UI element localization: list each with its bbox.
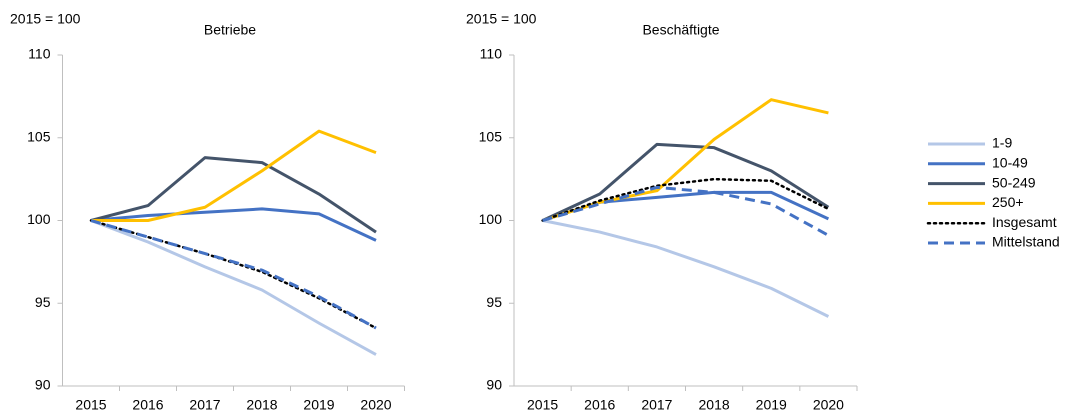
legend-label: 1-9 [992, 135, 1012, 151]
legend-label: Insgesamt [992, 214, 1057, 230]
series-line: 1-9 [542, 219, 830, 318]
x-tick-label: 2020 [360, 397, 391, 412]
legend-label: 10-49 [992, 155, 1028, 171]
x-tick-label: 2019 [303, 397, 334, 412]
y-tick-label: 105 [479, 128, 503, 144]
chart-title: Beschäftigte [642, 22, 719, 38]
series-line: Mittelstand [542, 185, 830, 237]
series-line: 50-249 [541, 142, 830, 222]
x-tick-label: 2017 [641, 397, 672, 412]
y-axis-label: 2015 = 100 [466, 11, 537, 27]
y-tick-label: 100 [27, 211, 51, 227]
x-tick-label: 2018 [699, 397, 730, 412]
x-tick-label: 2020 [813, 397, 844, 412]
series-line: 250+ [91, 129, 377, 222]
chart-title: Betriebe [204, 22, 256, 38]
series-line: Mittelstand [90, 219, 377, 330]
legend-label: 50-249 [992, 174, 1036, 190]
y-tick-label: 95 [35, 294, 51, 310]
y-tick-label: 110 [28, 46, 51, 62]
x-tick-label: 2015 [527, 397, 558, 412]
legend-label: Mittelstand [992, 234, 1060, 250]
y-tick-label: 95 [486, 294, 502, 310]
series-line: 250+ [542, 98, 829, 222]
x-tick-label: 2019 [756, 397, 787, 412]
series-line: 10-49 [90, 207, 377, 242]
y-tick-label: 90 [35, 377, 51, 393]
series-line: 50-249 [90, 156, 377, 234]
x-tick-label: 2018 [246, 397, 277, 412]
y-tick-label: 100 [479, 211, 503, 227]
y-tick-label: 110 [480, 46, 503, 62]
x-tick-label: 2016 [132, 397, 163, 412]
y-tick-label: 90 [486, 377, 502, 393]
x-tick-label: 2016 [584, 397, 615, 412]
x-tick-label: 2015 [75, 397, 106, 412]
series-line: 1-9 [90, 219, 377, 356]
y-axis-label: 2015 = 100 [10, 11, 81, 27]
legend-label: 250+ [992, 194, 1024, 210]
series-line: Insgesamt [541, 177, 830, 222]
x-tick-label: 2017 [189, 397, 220, 412]
y-tick-label: 105 [27, 128, 51, 144]
